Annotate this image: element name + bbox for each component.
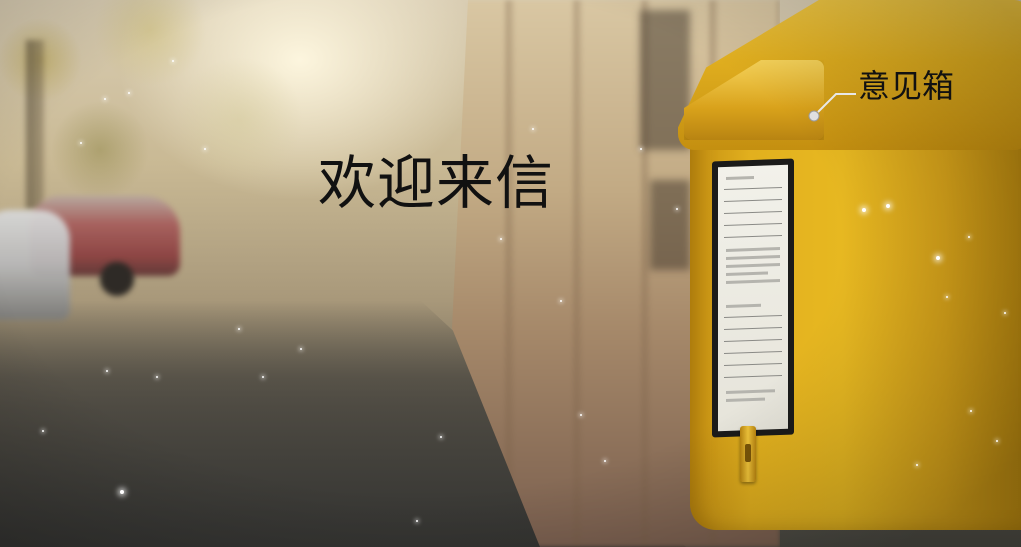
sparkle-icon [128,92,130,94]
sparkle-icon [968,236,970,238]
tree-trunk [26,40,44,210]
sparkle-icon [936,256,940,260]
car-wheel [100,262,134,296]
sparkle-icon [156,376,158,378]
sparkle-icon [500,238,502,240]
mailbox-lock [740,426,756,482]
sparkle-icon [996,440,998,442]
sparkle-icon [80,142,82,144]
sparkle-icon [440,436,442,438]
sparkle-icon [676,208,678,210]
sparkle-icon [172,60,174,62]
sparkle-icon [604,460,606,462]
sparkle-icon [120,490,124,494]
sparkle-icon [106,370,108,372]
sparkle-icon [946,296,948,298]
sparkle-icon [580,414,582,416]
headline-title: 欢迎来信 [318,149,555,217]
sparkle-icon [916,464,918,466]
sparkle-icon [104,98,106,100]
sparkle-icon [640,148,642,150]
sparkle-icon [262,376,264,378]
sparkle-icon [238,328,240,330]
mailbox-callout-label: 意见箱 [858,67,955,105]
mailbox [678,0,1021,547]
sparkle-icon [1004,312,1006,314]
sparkle-icon [42,430,44,432]
parked-white-car [0,210,70,320]
sparkle-icon [300,348,302,350]
sparkle-icon [862,208,866,212]
building-window [650,180,690,270]
sparkle-icon [560,300,562,302]
sparkle-icon [416,520,418,522]
sparkle-icon [970,410,972,412]
sparkle-icon [886,204,890,208]
sparkle-icon [532,128,534,130]
sparkle-icon [204,148,206,150]
